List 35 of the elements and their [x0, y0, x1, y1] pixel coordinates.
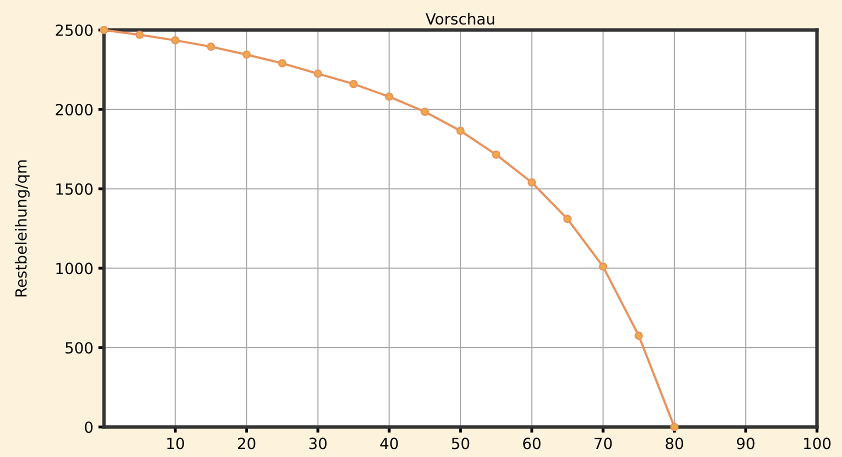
point — [278, 59, 286, 68]
point — [598, 262, 608, 271]
chart-title: Vorschau — [426, 12, 494, 25]
y-tick-label: 500 — [66, 342, 93, 354]
x-tick-label: 70 — [594, 438, 612, 450]
x-tick-label: 10 — [167, 438, 184, 450]
point — [634, 332, 643, 340]
point — [385, 92, 394, 101]
y-tick-label: 0 — [84, 421, 93, 434]
point — [563, 214, 572, 224]
point — [670, 422, 679, 432]
x-tick-label: 40 — [380, 438, 398, 450]
x-tick-label: 100 — [804, 438, 831, 450]
x-tick-label: 50 — [452, 438, 470, 450]
y-tick-label: 1000 — [56, 262, 93, 274]
y-tick-label: 2000 — [56, 104, 93, 116]
point — [242, 50, 251, 59]
point — [100, 26, 108, 34]
x-tick-label: 80 — [666, 438, 684, 450]
point — [528, 178, 536, 187]
point — [456, 126, 465, 136]
point — [314, 70, 322, 78]
point — [171, 36, 180, 44]
y-tick-label: 2500 — [56, 24, 93, 36]
point — [135, 30, 144, 39]
point — [349, 80, 358, 88]
x-tick-label: 90 — [736, 438, 754, 450]
x-tick-label: 30 — [309, 438, 327, 450]
y-axis-title: Restbeleihung/qm — [14, 160, 30, 296]
point — [492, 150, 500, 159]
point — [420, 108, 430, 116]
point — [206, 42, 216, 51]
y-tick-label: 1500 — [56, 183, 93, 195]
x-tick-label: 60 — [523, 438, 541, 450]
x-tick-label: 20 — [238, 438, 256, 450]
